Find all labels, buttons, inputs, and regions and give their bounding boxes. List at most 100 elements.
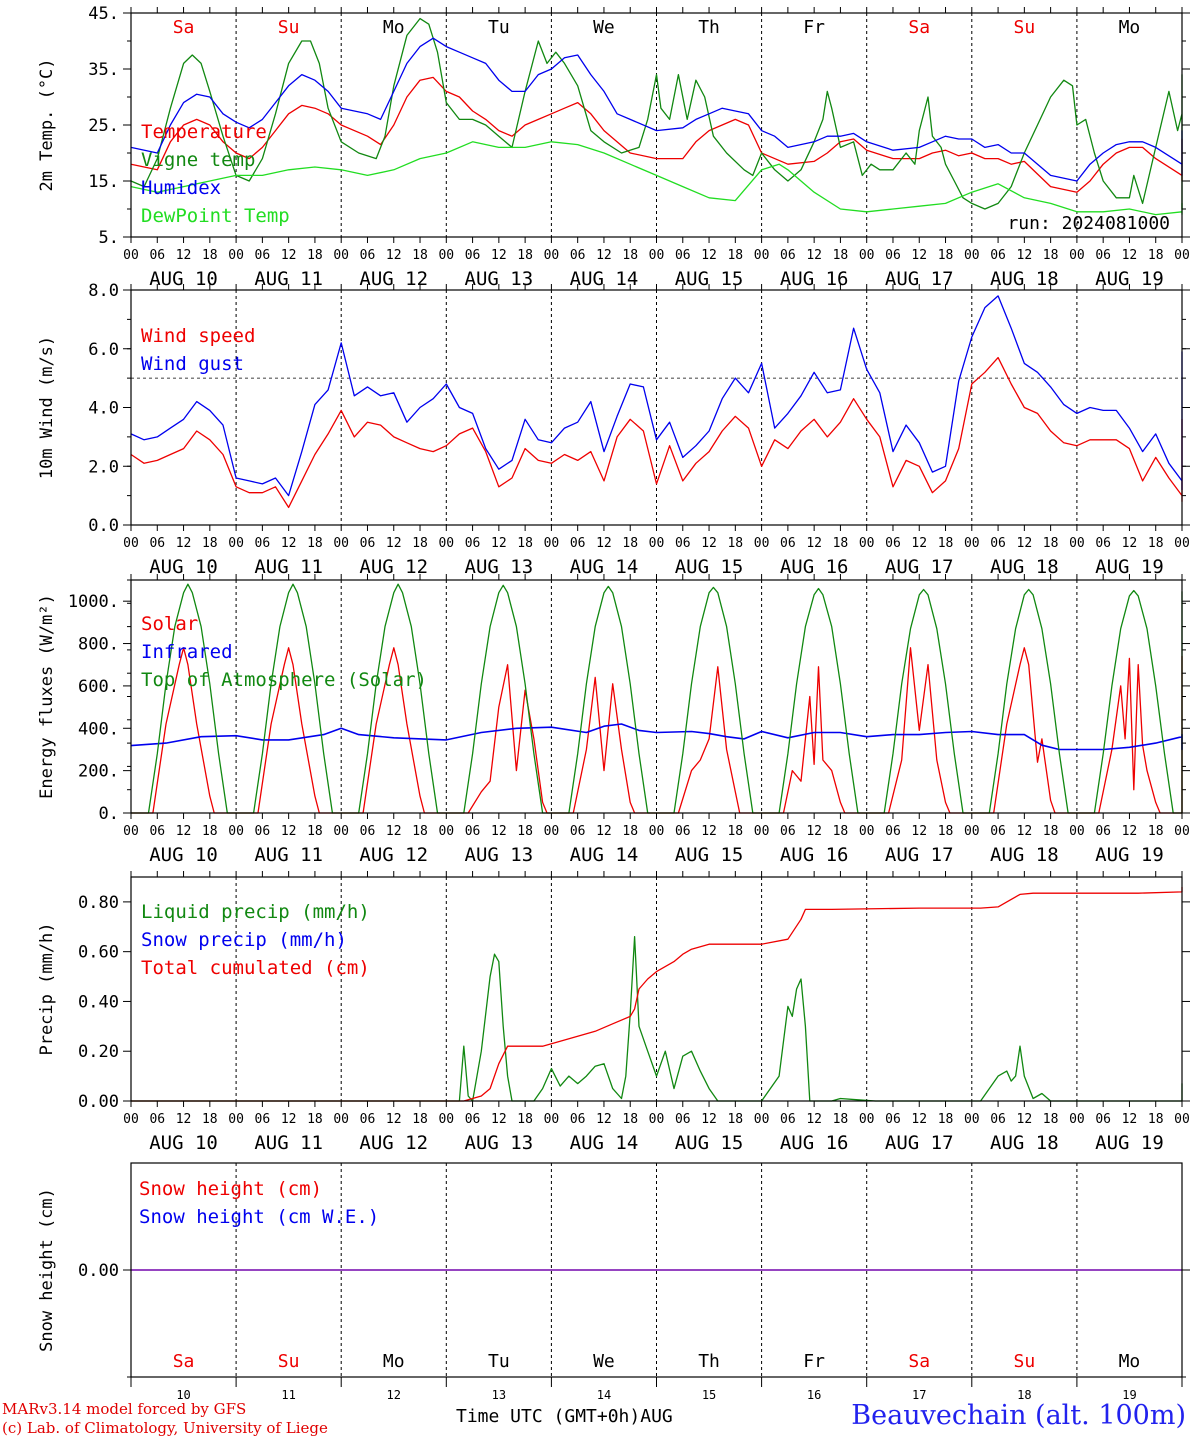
y-tick-label: 5. [99,228,119,248]
hour-label: 12 [1122,248,1138,263]
day-number: 10 [176,1388,190,1402]
y-tick-label: 0.40 [78,992,119,1012]
hour-label: 06 [465,1112,481,1127]
hour-label: 12 [806,824,822,839]
y-tick-label: 0.60 [78,943,119,963]
hour-label: 18 [727,1112,743,1127]
date-label: AUG 18 [990,844,1059,866]
hour-label: 00 [228,248,244,263]
hour-label: 00 [1174,1112,1190,1127]
weekday-label: Tu [488,17,510,38]
day-number: 18 [1017,1388,1031,1402]
date-label: AUG 19 [1095,844,1164,866]
y-axis-title: Precip (mm/h) [37,922,57,1055]
date-label: AUG 15 [675,268,744,290]
hour-label: 06 [885,248,901,263]
y-tick-label: 25. [88,116,119,136]
hour-label: 12 [491,1112,507,1127]
hour-label: 18 [412,1112,428,1127]
date-label: AUG 19 [1095,556,1164,578]
hour-label: 06 [465,248,481,263]
hour-label: 18 [833,248,849,263]
weekday-label: Fr [803,1351,825,1372]
day-number: 16 [807,1388,821,1402]
panel-5: 0.00 Snow height (cm) Snow height (cm) Snow… [37,1162,1190,1402]
hour-label: 18 [202,536,218,551]
hour-label: 18 [307,824,323,839]
y-tick-label: 800. [78,635,119,655]
hour-label: 18 [833,824,849,839]
y-tick-label: 400. [78,719,119,739]
date-label: AUG 10 [149,844,218,866]
hour-label: 06 [780,1112,796,1127]
hour-label: 12 [491,248,507,263]
hour-label: 18 [517,248,533,263]
day-number: 17 [912,1388,926,1402]
hour-label: 12 [596,824,612,839]
hour-label: 00 [1069,1112,1085,1127]
hour-label: 12 [386,1112,402,1127]
hour-label: 12 [1017,248,1033,263]
hour-label: 00 [649,536,665,551]
hour-label: 12 [911,536,927,551]
hour-label: 18 [412,248,428,263]
hour-label: 18 [938,248,954,263]
date-label: AUG 12 [359,1132,428,1154]
date-label: AUG 11 [254,1132,323,1154]
y-tick-label: 35. [88,60,119,80]
date-label: AUG 19 [1095,268,1164,290]
hour-label: 00 [754,1112,770,1127]
hour-label: 00 [544,824,560,839]
hour-label: 12 [386,824,402,839]
hour-label: 18 [517,1112,533,1127]
date-label: AUG 17 [885,556,954,578]
weekday-label: Mo [1119,1351,1141,1372]
model-credit: MARv3.14 model forced by GFS [2,1400,247,1418]
hour-label: 06 [255,1112,271,1127]
hour-label: 18 [412,824,428,839]
hour-label: 12 [1017,824,1033,839]
hour-label: 00 [1069,536,1085,551]
hour-label: 06 [570,824,586,839]
hour-label: 06 [990,1112,1006,1127]
series-line-top-of-atmosphere-solar- [131,583,1183,814]
weekday-label: We [593,1351,615,1372]
hour-label: 00 [649,1112,665,1127]
weekday-label: Th [698,17,720,38]
hour-label: 18 [1148,824,1164,839]
day-number: 19 [1122,1388,1136,1402]
hour-label: 06 [255,248,271,263]
y-tick-label: 8.0 [88,281,119,301]
hour-label: 00 [964,248,980,263]
legend-dewpoint-temp: DewPoint Temp [141,205,290,227]
hour-label: 06 [1095,1112,1111,1127]
hour-label: 12 [1122,824,1138,839]
hour-label: 00 [438,824,454,839]
hour-label: 00 [123,248,139,263]
hour-label: 12 [806,248,822,263]
day-number: 12 [387,1388,401,1402]
hour-label: 00 [649,824,665,839]
hour-label: 18 [202,1112,218,1127]
weekday-label: Sa [173,17,195,38]
y-axis-title: 2m Temp. (°C) [37,58,57,191]
weekday-label: Mo [383,17,405,38]
hour-label: 06 [885,1112,901,1127]
legend-liquid-precip-mm-h-: Liquid precip (mm/h) [141,901,370,923]
hour-label: 06 [570,1112,586,1127]
weekday-label: Sa [908,17,930,38]
y-tick-label: 200. [78,762,119,782]
hour-label: 18 [202,824,218,839]
legend-total-cumulated-cm-: Total cumulated (cm) [141,957,370,979]
weekday-label: Su [278,1351,300,1372]
hour-label: 06 [780,824,796,839]
hour-label: 12 [911,248,927,263]
hour-label: 18 [1148,536,1164,551]
hour-label: 06 [149,1112,165,1127]
hour-label: 18 [202,248,218,263]
day-number: 14 [597,1388,611,1402]
hour-label: 00 [123,536,139,551]
hour-label: 18 [1043,536,1059,551]
hour-label: 18 [938,1112,954,1127]
hour-label: 06 [255,824,271,839]
